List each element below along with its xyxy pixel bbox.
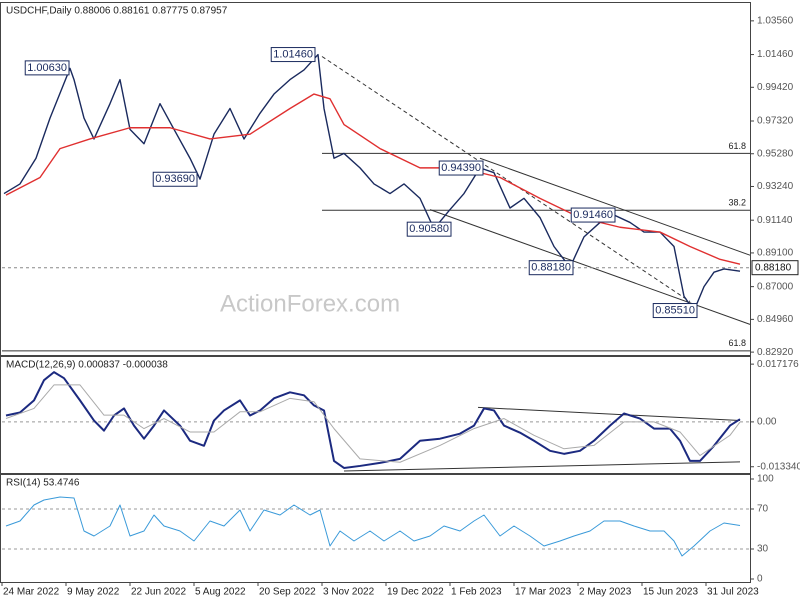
trendline xyxy=(479,157,751,256)
panel-title: USDCHF,Daily 0.88006 0.88161 0.87775 0.8… xyxy=(6,6,228,17)
x-tick-label: 9 May 2022 xyxy=(67,587,120,598)
fib-level-label: 61.8 xyxy=(728,338,746,348)
y-tick-label: 0.99420 xyxy=(757,82,794,93)
x-tick-label: 19 Dec 2022 xyxy=(387,587,444,598)
x-tick-label: 1 Feb 2023 xyxy=(451,587,502,598)
price-annotation: 1.00630 xyxy=(27,62,67,74)
series-line xyxy=(3,53,741,312)
panel-frame xyxy=(0,474,751,583)
x-tick-label: 31 Jul 2023 xyxy=(707,587,759,598)
price-annotation-box xyxy=(438,160,484,176)
price-annotation: 0.93690 xyxy=(155,173,195,185)
y-tick-label: 100 xyxy=(757,474,774,485)
series-line xyxy=(5,384,741,463)
price-annotation: 0.91460 xyxy=(573,209,613,221)
trendline xyxy=(343,461,741,472)
y-tick-label: -0.013340 xyxy=(757,461,800,472)
trendline xyxy=(429,209,751,325)
price-annotation-box xyxy=(406,221,452,237)
y-tick-label: 0.82920 xyxy=(757,347,794,358)
price-annotation-box xyxy=(270,47,316,63)
watermark: ActionForex.com xyxy=(220,290,400,317)
panel-frame xyxy=(0,2,751,356)
y-tick-label: 1.03560 xyxy=(757,15,794,26)
y-tick-label: 0.87000 xyxy=(757,281,794,292)
panel-title: RSI(14) 53.4746 xyxy=(6,478,80,489)
y-tick-label: 0.97320 xyxy=(757,116,794,127)
x-tick-label: 24 Mar 2022 xyxy=(3,587,60,598)
price-annotation-box xyxy=(152,171,198,187)
price-annotation-box xyxy=(24,60,70,76)
y-tick-label: 0.89100 xyxy=(757,248,794,259)
x-tick-label: 15 Jun 2023 xyxy=(643,587,698,598)
y-tick-label: 0.017176 xyxy=(757,359,799,370)
panel-title: MACD(12,26,9) 0.000837 -0.000038 xyxy=(6,360,168,371)
y-tick-label: 0.84960 xyxy=(757,314,794,325)
y-tick-label: 0 xyxy=(757,574,763,585)
price-annotation: 1.01460 xyxy=(273,48,313,60)
last-price-box xyxy=(751,260,799,276)
x-tick-label: 17 Mar 2023 xyxy=(515,587,572,598)
x-tick-label: 5 Aug 2022 xyxy=(195,587,246,598)
trendline xyxy=(321,56,691,302)
panel-frame xyxy=(0,356,751,474)
y-tick-label: 0.91140 xyxy=(757,215,793,226)
trendline xyxy=(477,406,741,422)
series-line xyxy=(5,371,741,469)
price-annotation-box xyxy=(528,260,574,276)
y-tick-label: 0.93240 xyxy=(757,181,794,192)
y-tick-label: 0.00 xyxy=(757,417,777,428)
price-annotation: 0.90580 xyxy=(409,223,449,235)
x-tick-label: 22 Jun 2022 xyxy=(131,587,186,598)
price-annotation: 0.88180 xyxy=(531,262,571,274)
last-price-label: 0.88180 xyxy=(755,262,792,273)
fib-level-label: 38.2 xyxy=(728,198,746,208)
y-tick-label: 1.01460 xyxy=(757,49,794,60)
series-line xyxy=(5,93,741,265)
price-annotation: 0.85510 xyxy=(655,304,695,316)
y-tick-label: 70 xyxy=(757,504,769,515)
x-tick-label: 2 May 2023 xyxy=(579,587,632,598)
y-tick-label: 30 xyxy=(757,544,769,555)
fib-level-label: 61.8 xyxy=(728,141,746,151)
y-tick-label: 0.95280 xyxy=(757,148,794,159)
price-annotation-box xyxy=(652,303,698,319)
price-annotation: 0.94390 xyxy=(441,162,481,174)
price-annotation-box xyxy=(570,207,616,223)
x-tick-label: 20 Sep 2022 xyxy=(259,587,316,598)
x-tick-label: 3 Nov 2022 xyxy=(323,587,375,598)
series-line xyxy=(5,496,741,557)
